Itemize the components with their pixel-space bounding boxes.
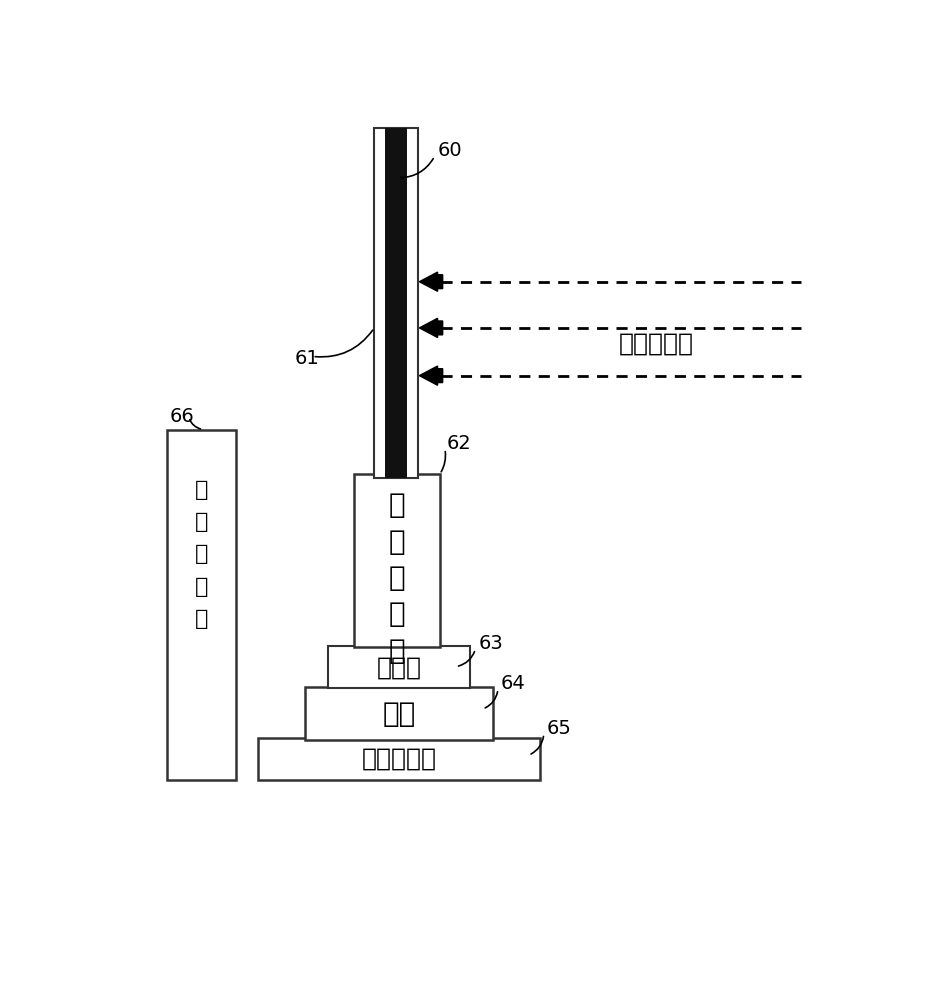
FancyArrowPatch shape — [400, 159, 433, 178]
Text: 置: 置 — [389, 600, 405, 628]
FancyArrowPatch shape — [441, 452, 445, 472]
Bar — [305, 687, 493, 740]
Text: 63: 63 — [478, 634, 503, 653]
Text: 样: 样 — [389, 491, 405, 519]
Text: 直: 直 — [194, 512, 208, 532]
FancyArrow shape — [420, 272, 442, 291]
Text: 放: 放 — [389, 564, 405, 592]
Text: 转台: 转台 — [382, 700, 416, 728]
FancyArrowPatch shape — [531, 736, 544, 754]
Text: 61: 61 — [294, 349, 319, 368]
Text: 架: 架 — [389, 637, 405, 665]
FancyArrowPatch shape — [458, 652, 474, 666]
Text: 平: 平 — [194, 544, 208, 564]
Bar — [354, 474, 439, 647]
Text: 60: 60 — [438, 141, 462, 160]
Text: 水平平移台: 水平平移台 — [362, 747, 437, 771]
FancyArrow shape — [420, 366, 442, 385]
Text: 俣仰台: 俣仰台 — [377, 655, 422, 679]
FancyArrow shape — [420, 318, 442, 338]
Text: 移: 移 — [194, 577, 208, 597]
Text: 65: 65 — [546, 719, 572, 738]
Text: 62: 62 — [447, 434, 471, 453]
Bar — [375, 128, 418, 478]
Bar — [385, 128, 407, 478]
Bar — [167, 430, 236, 780]
Text: 垂: 垂 — [194, 480, 208, 500]
Text: 66: 66 — [170, 407, 194, 426]
FancyArrowPatch shape — [190, 420, 201, 429]
FancyArrowPatch shape — [316, 330, 373, 357]
Text: 台: 台 — [194, 609, 208, 629]
FancyArrowPatch shape — [485, 692, 498, 708]
Bar — [258, 738, 540, 780]
Text: 平面波光束: 平面波光束 — [619, 331, 693, 355]
Text: 64: 64 — [500, 674, 526, 693]
Text: 品: 品 — [389, 528, 405, 556]
Bar — [329, 646, 470, 688]
